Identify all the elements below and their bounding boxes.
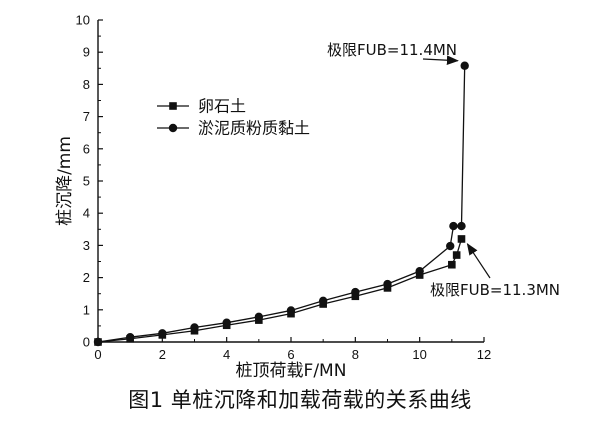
data-point xyxy=(318,296,328,305)
x-axis-title: 桩顶荷载F/MN xyxy=(236,361,347,381)
data-point xyxy=(383,279,392,289)
legend-label: 卵石土 xyxy=(198,97,246,116)
data-point xyxy=(449,221,458,231)
data-point xyxy=(452,251,461,259)
x-tick-label: 12 xyxy=(477,347,491,362)
annotation-arrow-square-failure xyxy=(466,242,491,279)
y-tick-label: 6 xyxy=(83,141,90,156)
data-point xyxy=(448,260,456,269)
x-tick-label: 2 xyxy=(159,347,166,362)
data-point xyxy=(190,323,199,332)
y-tick-label: 5 xyxy=(83,174,90,189)
annotation-label-circle-failure: 极限FUB=11.4MN xyxy=(327,41,457,59)
annotation-arrow-circle-failure xyxy=(422,55,459,65)
y-tick-label: 7 xyxy=(83,109,90,124)
x-tick-label: 8 xyxy=(352,347,359,362)
data-point xyxy=(222,318,231,327)
data-point xyxy=(446,241,455,251)
y-tick-label: 1 xyxy=(83,302,90,317)
legend-marker xyxy=(169,102,177,110)
series-silty-clay xyxy=(93,61,469,347)
data-point xyxy=(93,337,103,347)
data-point xyxy=(415,266,424,276)
series-pebble-soil xyxy=(94,235,466,346)
data-point xyxy=(457,221,466,231)
y-tick-label: 8 xyxy=(83,77,90,92)
y-tick-label: 4 xyxy=(83,206,90,221)
data-point xyxy=(460,61,469,70)
y-tick-label: 3 xyxy=(83,238,90,253)
data-point xyxy=(158,329,167,338)
data-point xyxy=(286,306,296,315)
x-tick-label: 0 xyxy=(94,347,101,362)
data-point xyxy=(254,312,264,322)
legend-label: 淤泥质粉质黏土 xyxy=(198,119,310,138)
y-tick-label: 10 xyxy=(76,13,90,28)
y-axis-title: 桩沉降/mm xyxy=(55,136,75,226)
data-point xyxy=(457,235,466,243)
y-tick-label: 2 xyxy=(83,270,90,285)
y-tick-label: 0 xyxy=(83,335,90,350)
data-point xyxy=(351,287,360,297)
series-line xyxy=(97,238,463,343)
y-tick-label: 9 xyxy=(83,45,90,60)
annotation-label-square-failure: 极限FUB=11.3MN xyxy=(430,281,560,299)
x-tick-label: 6 xyxy=(287,347,294,362)
x-tick-label: 10 xyxy=(412,347,426,362)
series-line xyxy=(97,65,466,343)
legend-marker xyxy=(168,123,178,133)
figure-caption: 图1 单桩沉降和加载荷载的关系曲线 xyxy=(128,388,472,412)
data-point xyxy=(125,332,135,342)
x-tick-label: 4 xyxy=(223,347,230,362)
